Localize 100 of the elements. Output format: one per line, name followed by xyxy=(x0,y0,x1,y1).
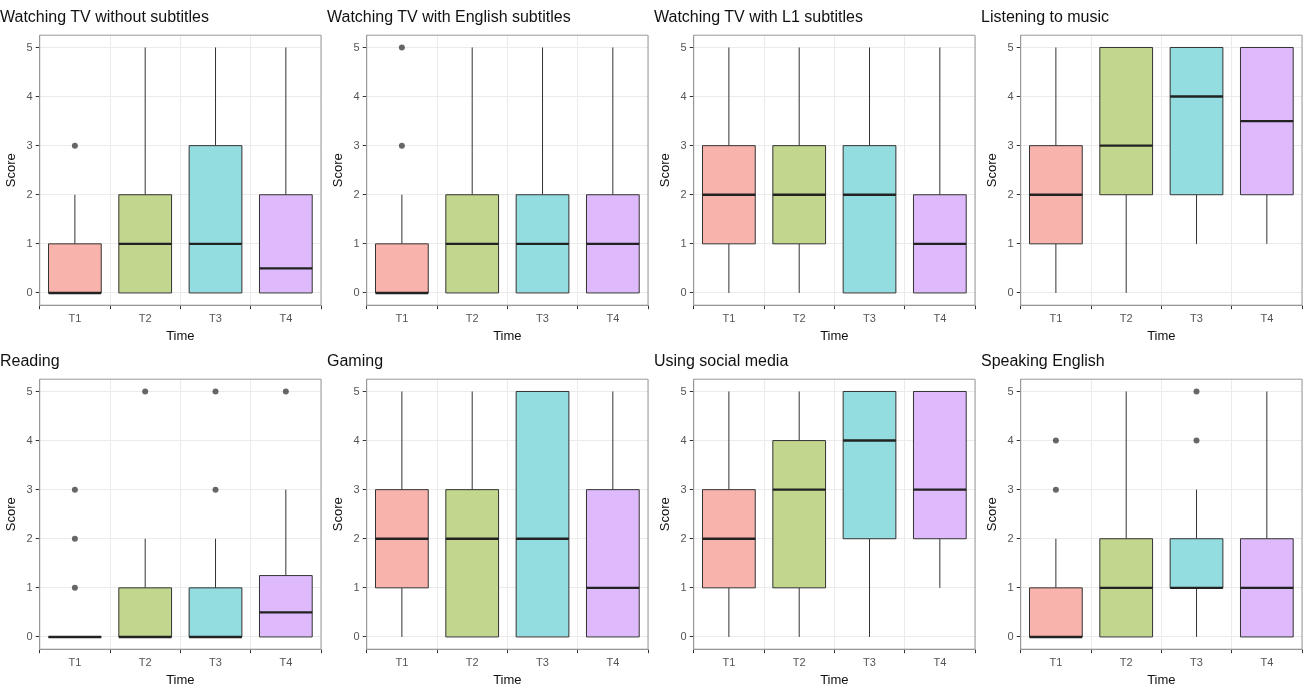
x-tick-label: T1 xyxy=(722,311,736,324)
x-tick-label: T3 xyxy=(863,311,876,324)
y-tick-label: 2 xyxy=(353,187,360,200)
x-tick-label: T4 xyxy=(279,311,293,324)
x-axis-title: Time xyxy=(1147,327,1176,343)
y-tick-label: 0 xyxy=(353,629,360,642)
y-tick-label: 2 xyxy=(353,531,360,544)
y-axis-title: Score xyxy=(984,497,1000,532)
x-tick-label: T4 xyxy=(933,311,947,324)
x-tick-label: T3 xyxy=(863,655,876,668)
y-tick-label: 2 xyxy=(26,531,33,544)
y-tick-label: 1 xyxy=(26,580,33,593)
x-tick-label: T1 xyxy=(1049,655,1063,668)
y-tick-label: 1 xyxy=(353,236,360,249)
y-tick-label: 0 xyxy=(1007,629,1014,642)
x-tick-label: T4 xyxy=(606,311,620,324)
y-tick-label: 4 xyxy=(680,433,687,446)
x-tick-label: T3 xyxy=(536,655,549,668)
x-tick-label: T3 xyxy=(1190,655,1203,668)
x-tick-label: T2 xyxy=(792,311,806,324)
x-tick-label: T4 xyxy=(606,655,620,668)
x-axis-title: Time xyxy=(493,671,522,687)
chart-title: Listening to music xyxy=(981,8,1110,26)
y-tick-label: 4 xyxy=(680,89,687,102)
y-tick-label: 3 xyxy=(1007,138,1014,151)
chart-title: Reading xyxy=(0,352,60,370)
x-tick-label: T2 xyxy=(138,311,152,324)
y-tick-label: 1 xyxy=(680,236,687,249)
y-tick-label: 0 xyxy=(680,285,687,298)
chart-title: Using social media xyxy=(654,352,789,370)
x-tick-label: T2 xyxy=(792,655,806,668)
chart-title: Watching TV without subtitles xyxy=(0,8,209,26)
y-tick-label: 0 xyxy=(680,629,687,642)
y-tick-label: 1 xyxy=(680,580,687,593)
y-tick-label: 3 xyxy=(353,482,360,495)
x-tick-label: T4 xyxy=(1260,311,1274,324)
y-tick-label: 0 xyxy=(1007,285,1014,298)
y-tick-label: 3 xyxy=(680,138,687,151)
x-tick-label: T1 xyxy=(1049,311,1063,324)
y-tick-label: 0 xyxy=(26,629,33,642)
y-tick-label: 5 xyxy=(353,40,360,53)
y-tick-label: 2 xyxy=(680,531,687,544)
y-tick-label: 5 xyxy=(680,384,687,397)
y-tick-label: 5 xyxy=(680,40,687,53)
y-axis-title: Score xyxy=(330,153,346,188)
x-tick-label: T2 xyxy=(1119,655,1133,668)
y-tick-label: 2 xyxy=(1007,531,1014,544)
y-tick-label: 5 xyxy=(26,40,33,53)
y-tick-label: 4 xyxy=(353,89,360,102)
y-tick-label: 3 xyxy=(680,482,687,495)
y-tick-label: 2 xyxy=(1007,187,1014,200)
x-tick-label: T3 xyxy=(536,311,549,324)
y-tick-label: 4 xyxy=(1007,433,1014,446)
y-tick-label: 3 xyxy=(26,482,33,495)
x-tick-label: T2 xyxy=(465,655,479,668)
y-tick-label: 1 xyxy=(353,580,360,593)
x-tick-label: T3 xyxy=(1190,311,1203,324)
y-tick-label: 2 xyxy=(680,187,687,200)
x-tick-label: T3 xyxy=(209,311,222,324)
y-tick-label: 0 xyxy=(353,285,360,298)
y-tick-label: 4 xyxy=(26,89,33,102)
y-tick-label: 4 xyxy=(1007,89,1014,102)
chart-title: Speaking English xyxy=(981,352,1105,370)
y-tick-label: 4 xyxy=(353,433,360,446)
x-tick-label: T3 xyxy=(209,655,222,668)
y-tick-label: 3 xyxy=(1007,482,1014,495)
chart-title: Watching TV with English subtitles xyxy=(327,8,571,26)
x-axis-title: Time xyxy=(820,327,849,343)
x-tick-label: T4 xyxy=(933,655,947,668)
x-tick-label: T1 xyxy=(395,655,409,668)
y-tick-label: 0 xyxy=(26,285,33,298)
x-tick-label: T2 xyxy=(138,655,152,668)
y-tick-label: 1 xyxy=(1007,580,1014,593)
y-tick-label: 5 xyxy=(26,384,33,397)
x-tick-label: T1 xyxy=(68,311,82,324)
y-axis-title: Score xyxy=(984,153,1000,188)
x-tick-label: T1 xyxy=(68,655,82,668)
y-tick-label: 3 xyxy=(353,138,360,151)
x-axis-title: Time xyxy=(493,327,522,343)
y-axis-title: Score xyxy=(3,153,19,188)
y-tick-label: 5 xyxy=(1007,384,1014,397)
y-tick-label: 5 xyxy=(353,384,360,397)
y-axis-title: Score xyxy=(3,497,19,532)
chart-title: Watching TV with L1 subtitles xyxy=(654,8,863,26)
x-axis-title: Time xyxy=(820,671,849,687)
y-tick-label: 1 xyxy=(26,236,33,249)
x-tick-label: T2 xyxy=(1119,311,1133,324)
y-tick-label: 5 xyxy=(1007,40,1014,53)
x-tick-label: T4 xyxy=(1260,655,1274,668)
y-axis-title: Score xyxy=(330,497,346,532)
x-tick-label: T2 xyxy=(465,311,479,324)
x-tick-label: T1 xyxy=(722,655,736,668)
y-axis-title: Score xyxy=(657,497,673,532)
y-tick-label: 4 xyxy=(26,433,33,446)
x-axis-title: Time xyxy=(166,327,195,343)
x-tick-label: T1 xyxy=(395,311,409,324)
y-tick-label: 3 xyxy=(26,138,33,151)
x-axis-title: Time xyxy=(166,671,195,687)
y-tick-label: 2 xyxy=(26,187,33,200)
y-axis-title: Score xyxy=(657,153,673,188)
